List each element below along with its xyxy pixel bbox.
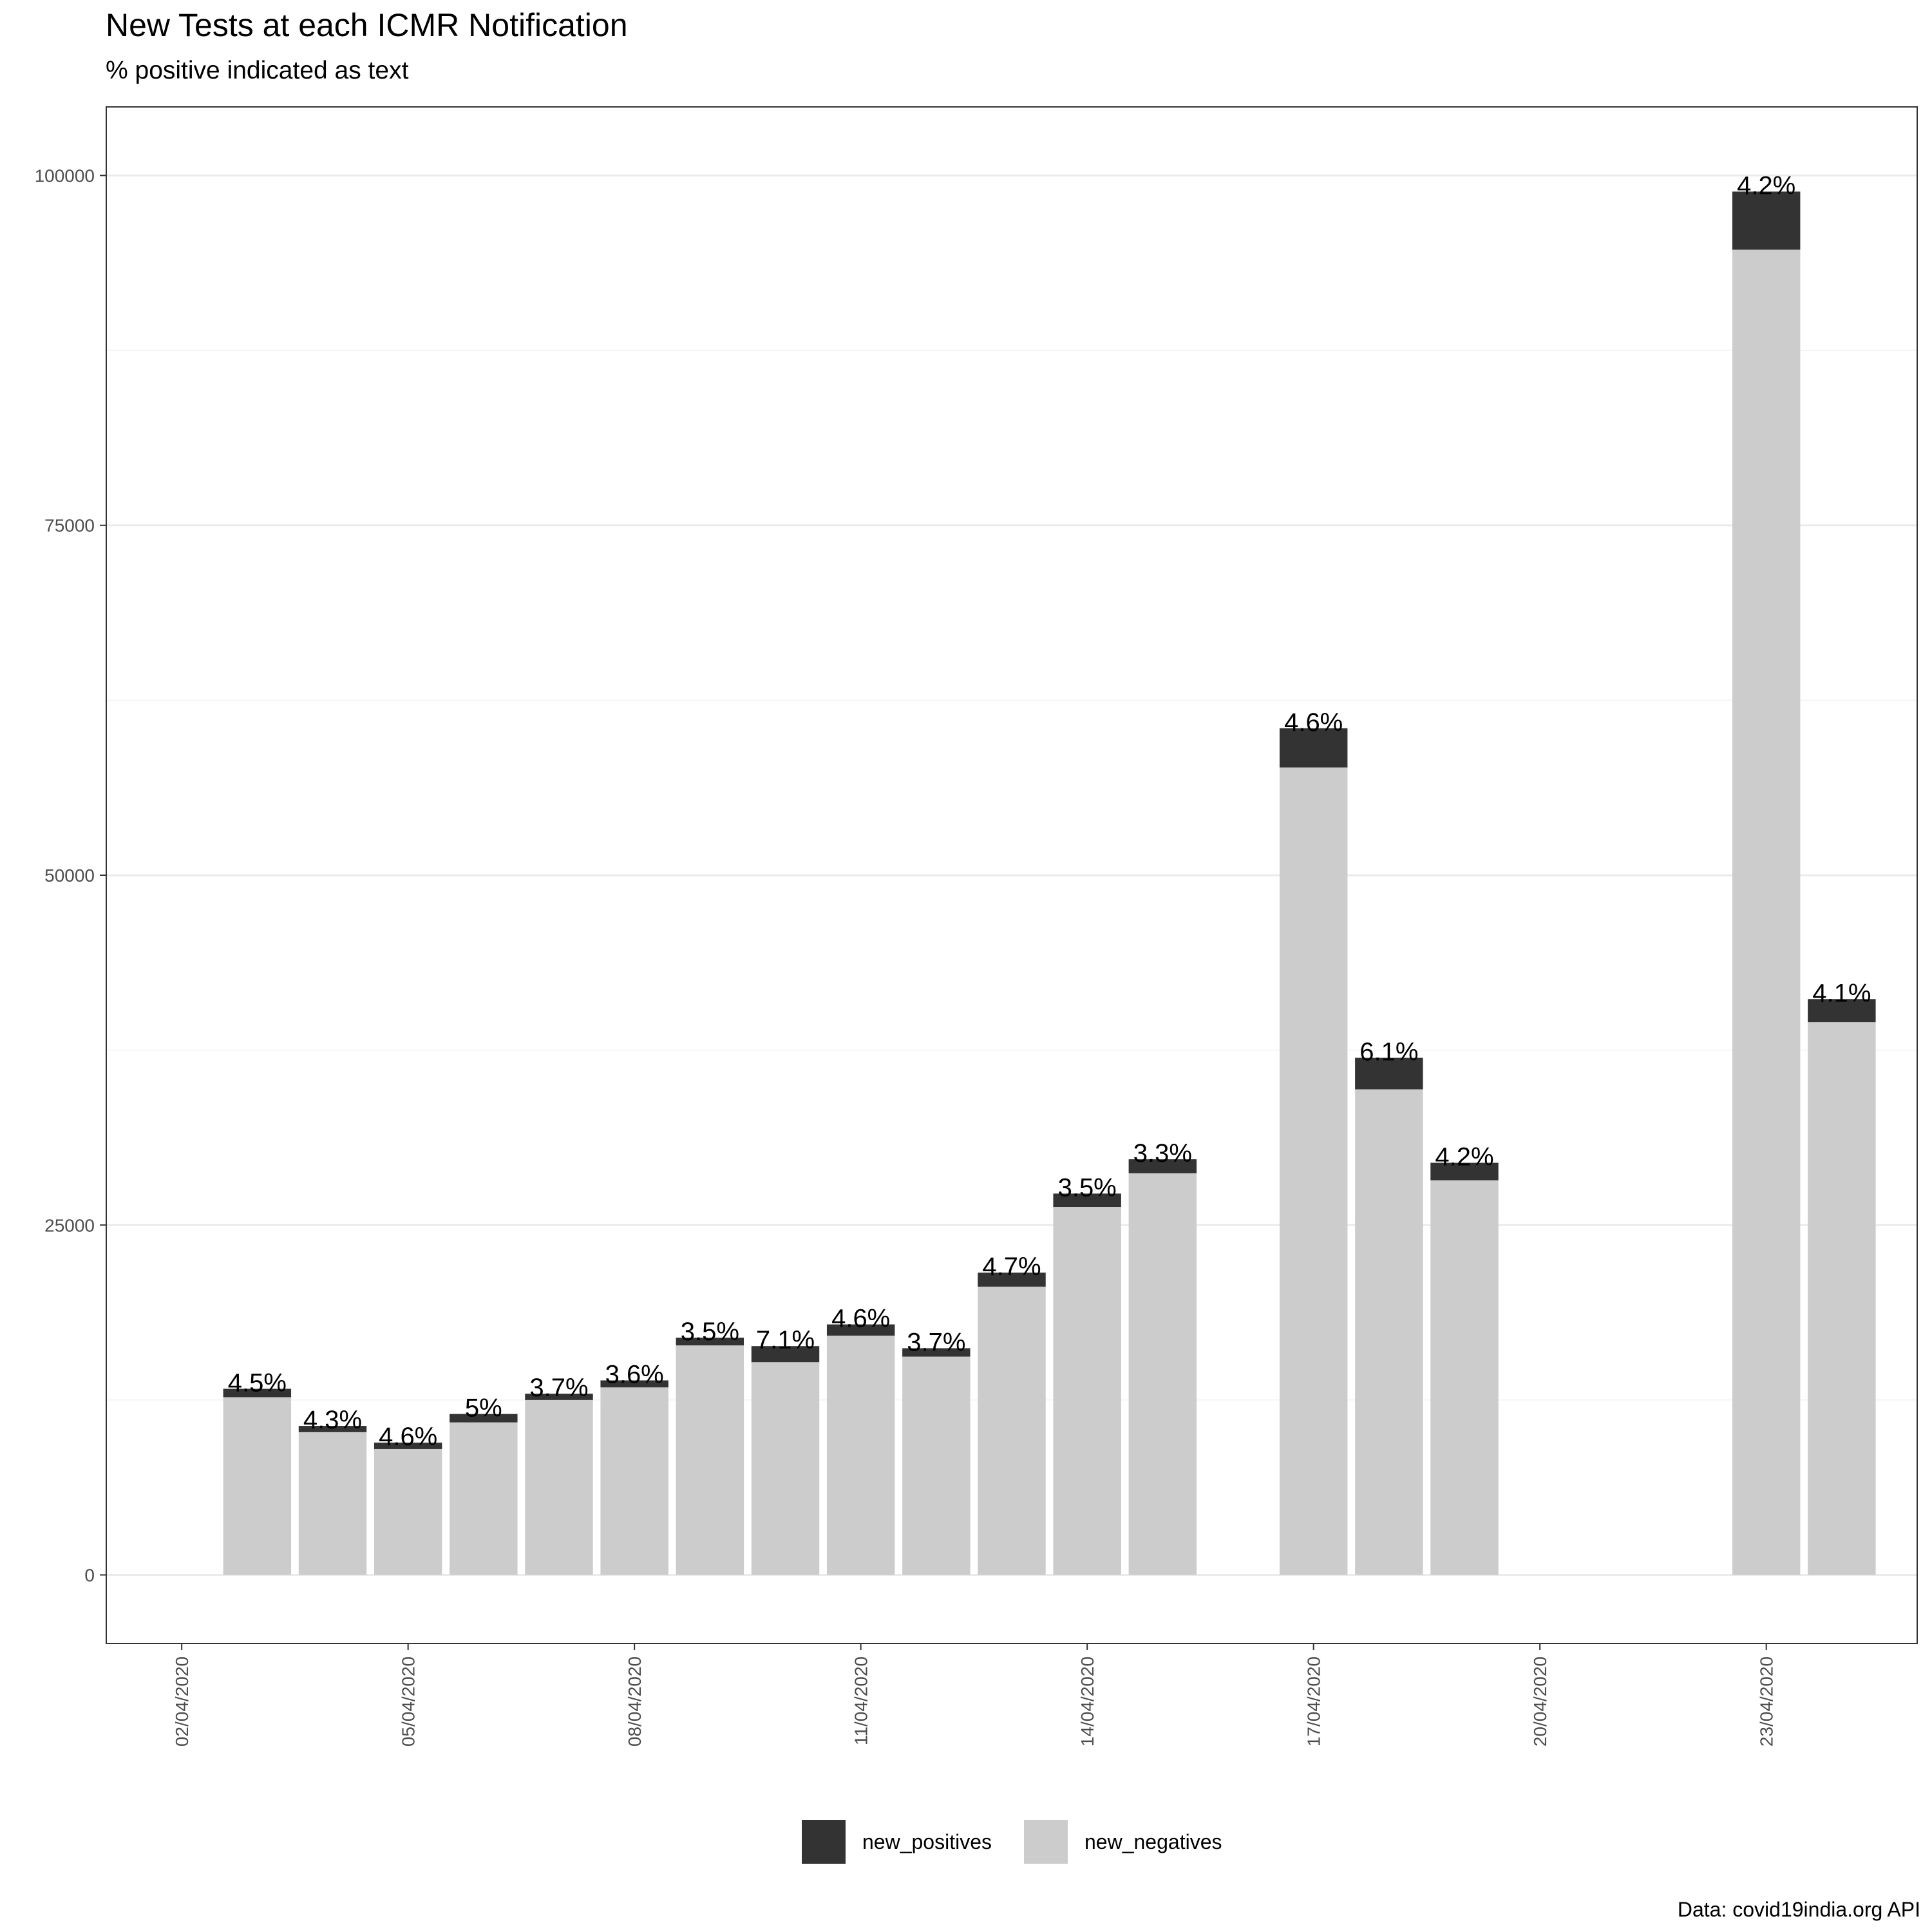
bar-percent-label: 3.7%	[529, 1374, 588, 1402]
bar-percent-label: 4.2%	[1435, 1143, 1493, 1171]
bar-percent-label: 4.2%	[1737, 171, 1795, 200]
bar-new-positives	[600, 1380, 668, 1388]
bar-new-positives	[374, 1443, 442, 1449]
legend-label: new_positives	[862, 1830, 992, 1853]
grid-lines	[106, 174, 1917, 1577]
bar-percent-label: 4.6%	[379, 1423, 437, 1451]
bar-percent-label: 4.5%	[228, 1369, 287, 1397]
bar-new-positives	[676, 1338, 744, 1346]
legend: new_positives new_negatives	[802, 1820, 1222, 1864]
bar-new-positives	[826, 1324, 895, 1336]
bar-new-positives	[1808, 999, 1876, 1023]
bar-new-positives	[1128, 1159, 1197, 1173]
bar-new-negatives	[902, 1356, 971, 1575]
y-tick-label: 0	[84, 1566, 95, 1586]
bar-new-positives	[1355, 1057, 1423, 1090]
y-tick-label: 100000	[35, 166, 95, 185]
bar-percent-label: 3.7%	[907, 1328, 965, 1356]
x-tick-label: 14/04/2020	[1077, 1656, 1097, 1747]
bar-percent-label: 4.1%	[1812, 979, 1871, 1007]
chart-title: New Tests at each ICMR Notification	[106, 7, 628, 43]
bar-new-negatives	[1279, 767, 1348, 1575]
bar-percent-label: 4.6%	[831, 1305, 890, 1333]
chart-caption: Data: covid19india.org API	[1677, 1898, 1920, 1921]
bar-new-positives	[978, 1273, 1046, 1287]
bar-new-positives	[1053, 1193, 1121, 1208]
x-tick-label: 05/04/2020	[399, 1656, 419, 1747]
legend-key-new-positives	[802, 1820, 846, 1864]
bar-new-negatives	[374, 1448, 442, 1575]
bar-new-negatives	[1128, 1173, 1197, 1575]
x-tick-label: 17/04/2020	[1304, 1656, 1324, 1747]
bar-percent-label: 6.1%	[1359, 1038, 1418, 1066]
bar-new-negatives	[1053, 1207, 1121, 1575]
bar-new-negatives	[1732, 249, 1801, 1575]
y-tick-label: 25000	[44, 1215, 95, 1235]
bar-new-negatives	[826, 1335, 895, 1575]
bar-new-positives	[1430, 1162, 1499, 1180]
bar-new-negatives	[1808, 1022, 1876, 1575]
bar-new-negatives	[525, 1399, 593, 1575]
bar-new-negatives	[751, 1362, 820, 1575]
bar-percent-label: 4.6%	[1284, 708, 1343, 737]
bar-new-negatives	[600, 1387, 668, 1575]
legend-label: new_negatives	[1084, 1830, 1222, 1853]
bar-new-positives	[525, 1394, 593, 1400]
x-tick-label: 11/04/2020	[851, 1656, 871, 1745]
chart-subtitle: % positive indicated as text	[106, 57, 409, 84]
bar-percent-label: 4.3%	[303, 1406, 362, 1434]
bar-percent-label: 3.5%	[681, 1318, 739, 1346]
bar-new-positives	[751, 1346, 820, 1363]
bar-new-negatives	[1430, 1180, 1499, 1575]
bar-percent-label: 7.1%	[756, 1326, 815, 1354]
bar-new-negatives	[450, 1422, 518, 1575]
bar-percent-label: 4.7%	[982, 1253, 1041, 1281]
bar-percent-label: 3.3%	[1133, 1139, 1192, 1168]
bar-new-positives	[1279, 728, 1348, 768]
bar-new-negatives	[223, 1397, 292, 1575]
x-tick-label: 08/04/2020	[625, 1656, 645, 1747]
bar-new-positives	[450, 1414, 518, 1423]
bars	[223, 191, 1876, 1575]
bar-percent-label: 3.6%	[605, 1360, 664, 1388]
bar-labels: 4.5% 4.3% 4.6% 5% 3.7% 3.6% 3.5% 7.1% 4.6% 3.7% 4.…	[228, 171, 1871, 1451]
bar-new-positives	[902, 1348, 971, 1357]
bar-percent-label: 5%	[465, 1394, 502, 1423]
x-axis: 02/04/2020 05/04/2020 08/04/2020 11/04/2020…	[172, 1643, 1777, 1747]
bar-new-negatives	[298, 1432, 367, 1575]
x-tick-label: 20/04/2020	[1530, 1656, 1550, 1747]
bar-new-positives	[1732, 191, 1801, 250]
bar-new-negatives	[978, 1286, 1046, 1575]
bar-new-positives	[223, 1388, 292, 1397]
x-tick-label: 23/04/2020	[1757, 1656, 1777, 1747]
y-axis: 0 25000 50000 75000 100000	[35, 166, 106, 1586]
y-tick-label: 50000	[44, 866, 95, 886]
bar-percent-label: 3.5%	[1058, 1173, 1117, 1202]
y-tick-label: 75000	[44, 516, 95, 536]
bar-new-negatives	[1355, 1089, 1423, 1575]
x-tick-label: 02/04/2020	[172, 1656, 192, 1747]
bar-new-positives	[298, 1426, 367, 1432]
bar-new-negatives	[676, 1345, 744, 1575]
legend-key-new-negatives	[1024, 1820, 1068, 1864]
